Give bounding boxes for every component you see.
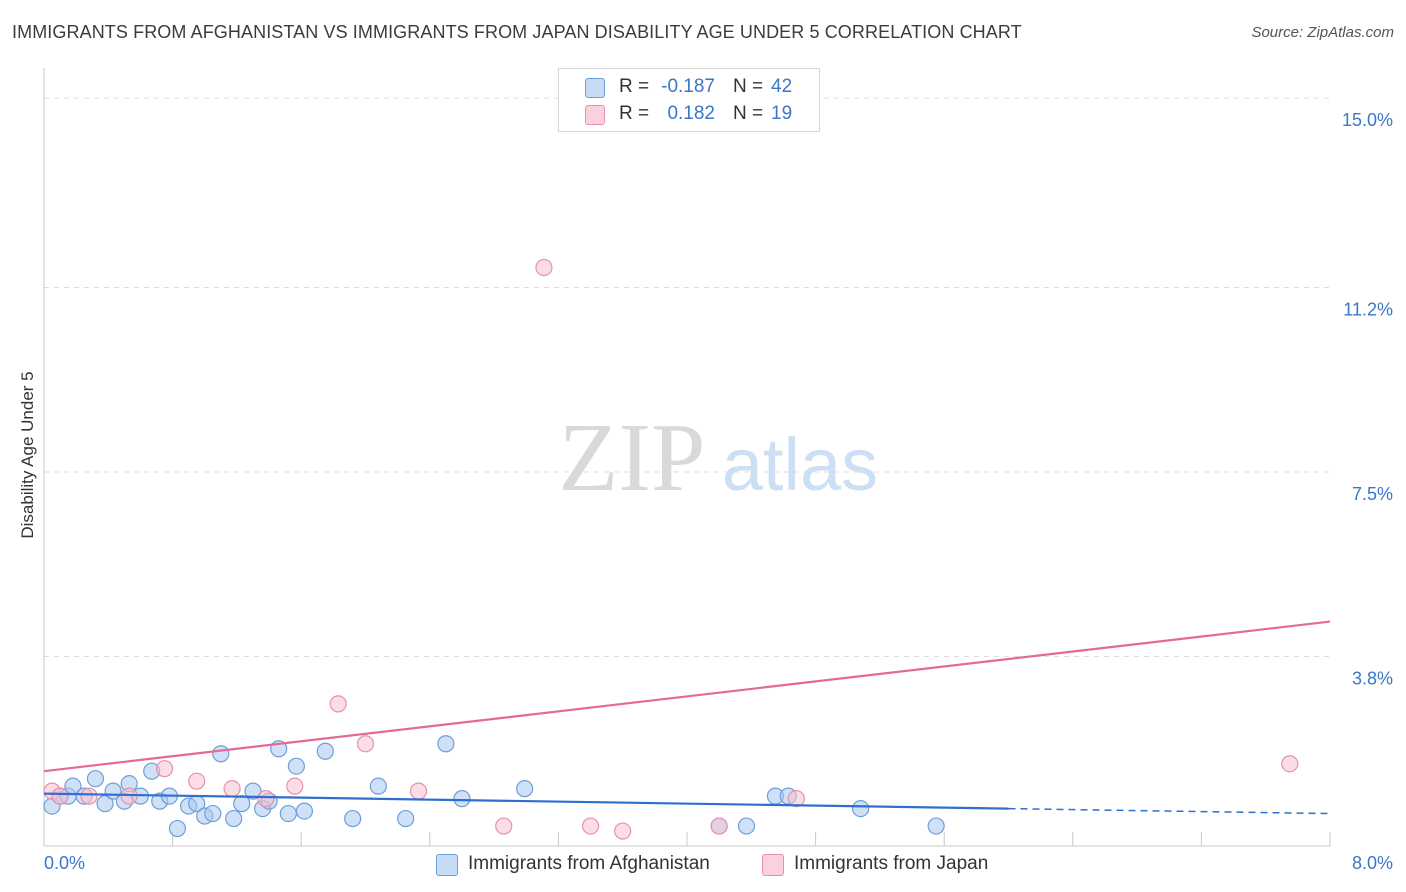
afghanistan-point [437, 735, 455, 753]
afghanistan-point [344, 809, 362, 828]
trend-lines [43, 620, 1331, 815]
afghanistan-point [279, 804, 297, 823]
legend-row-japan: R = 0.182 N = 19 [559, 101, 819, 127]
y-tick-label: 11.2% [1343, 299, 1393, 319]
afghanistan-point [927, 817, 945, 835]
correlation-legend: R = -0.187 N = 42 R = 0.182 N = 19 [558, 68, 820, 132]
legend-r-label: R = [619, 76, 650, 97]
y-axis-label: Disability Age Under 5 [18, 371, 37, 539]
japan-point [257, 790, 275, 808]
japan-point [329, 695, 347, 713]
y-tick-label: 7.5% [1352, 484, 1393, 504]
afghanistan-point [316, 742, 334, 760]
japan-point [286, 777, 304, 795]
japan-trend-line [43, 620, 1331, 773]
source-label: Source: ZipAtlas.com [1251, 24, 1394, 41]
afghanistan-point [737, 817, 756, 835]
japan-point [1281, 755, 1299, 773]
japan-point [51, 787, 69, 805]
bottom-legend-swatch-afghanistan [436, 854, 458, 876]
afghanistan-point [204, 804, 222, 823]
japan-point [155, 760, 174, 778]
legend-r-value: -0.187 [661, 76, 715, 97]
bottom-legend-label: Immigrants from Japan [794, 853, 989, 874]
afghanistan-point [225, 809, 243, 828]
afghanistan-point [397, 809, 415, 828]
afghanistan-point [453, 790, 471, 808]
japan-point [581, 817, 600, 835]
data-points [43, 258, 1299, 840]
legend-n-value: 19 [771, 103, 793, 124]
japan-point [409, 782, 428, 800]
afghanistan-point [287, 757, 305, 775]
japan-point [710, 817, 728, 835]
afghanistan-point [852, 799, 870, 818]
tick-labels: 3.8% 7.5% 11.2% 15.0% 0.0% 8.0% [44, 110, 1393, 873]
japan-point [787, 790, 805, 808]
afghanistan-point [516, 780, 534, 798]
afghanistan-trend-line [43, 792, 1009, 810]
gridlines [44, 97, 1330, 657]
japan-point [356, 735, 375, 753]
watermark-atlas: atlas [722, 423, 878, 506]
legend-n-label: N = [733, 103, 764, 124]
afghanistan-point [233, 795, 251, 813]
legend-row-afghanistan: R = -0.187 N = 42 [559, 74, 819, 100]
afghanistan-point [369, 777, 387, 795]
afghanistan-point [168, 819, 187, 838]
afghanistan-trend-extension [1008, 807, 1331, 815]
japan-point [614, 822, 632, 840]
legend-r-value: 0.182 [667, 103, 715, 124]
watermark-zip: ZIP [559, 404, 706, 512]
japan-point [495, 817, 513, 835]
y-tick-label: 3.8% [1352, 668, 1393, 688]
axes [43, 68, 1331, 847]
y-tick-label: 15.0% [1342, 110, 1393, 130]
japan-point [80, 787, 98, 805]
x-tick-label: 0.0% [44, 853, 85, 873]
legend-n-value: 42 [771, 76, 793, 97]
japan-point [223, 780, 241, 798]
japan-point [188, 772, 206, 790]
legend-swatch-japan [585, 105, 605, 125]
watermark: ZIP atlas [559, 404, 879, 512]
afghanistan-point [295, 802, 314, 820]
chart-title: IMMIGRANTS FROM AFGHANISTAN VS IMMIGRANT… [12, 22, 1022, 42]
x-tick-label: 8.0% [1352, 853, 1393, 873]
afghanistan-point [212, 745, 230, 763]
bottom-legend-swatch-japan [762, 854, 784, 876]
japan-point [535, 258, 553, 277]
legend-r-label: R = [619, 103, 650, 124]
afghanistan-point [86, 770, 105, 788]
legend-n-label: N = [733, 76, 764, 97]
bottom-legend-label: Immigrants from Afghanistan [468, 853, 710, 874]
afghanistan-point [244, 782, 262, 800]
legend-swatch-afghanistan [585, 78, 605, 98]
